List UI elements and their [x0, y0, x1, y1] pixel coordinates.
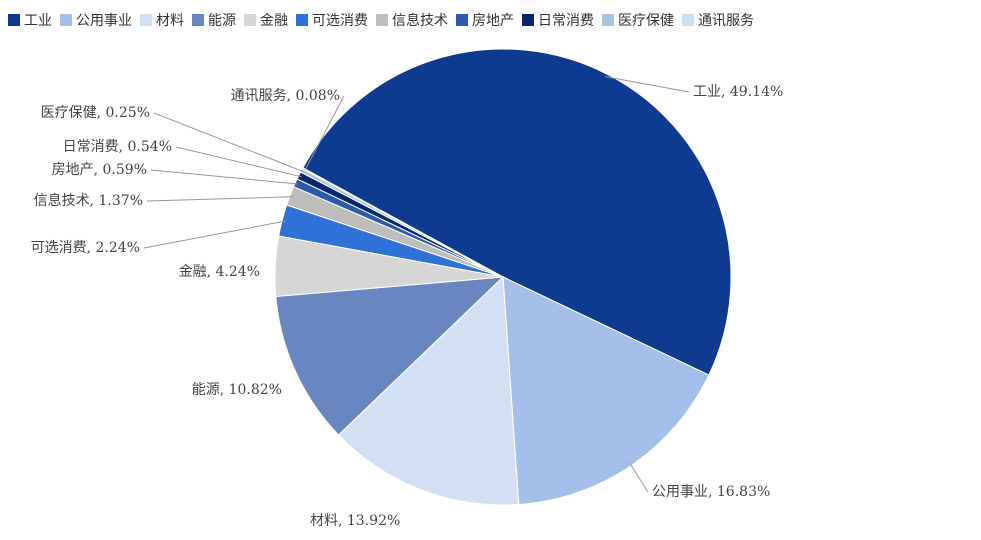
data-label: 医疗保健, 0.25% — [41, 105, 150, 121]
legend-label: 材料 — [156, 13, 184, 29]
leader-line — [146, 196, 293, 202]
leader-line — [153, 112, 305, 173]
legend-label: 公用事业 — [76, 13, 132, 29]
leader-line — [175, 146, 302, 178]
legend-label: 金融 — [260, 13, 288, 29]
data-label: 工业, 49.14% — [693, 84, 783, 100]
data-label: 能源, 10.82% — [192, 382, 282, 398]
leader-line — [629, 462, 649, 493]
data-label: 通讯服务, 0.08% — [231, 88, 340, 104]
legend-swatch — [140, 14, 152, 26]
pie-slice — [302, 48, 732, 376]
legend-label: 能源 — [208, 13, 236, 29]
data-label: 金融, 4.24% — [179, 264, 260, 280]
pie-slice — [337, 275, 520, 506]
legend-swatch — [296, 14, 308, 26]
data-label: 材料, 13.92% — [310, 513, 400, 529]
legend-label: 房地产 — [472, 13, 514, 29]
pie-slice — [275, 276, 505, 436]
leader-line — [605, 76, 690, 93]
legend-swatch — [8, 14, 20, 26]
legend-swatch — [456, 14, 468, 26]
legend-swatch — [192, 14, 204, 26]
legend-label: 日常消费 — [538, 13, 594, 29]
legend-swatch — [522, 14, 534, 26]
pie-slice — [301, 167, 504, 278]
legend-swatch — [376, 14, 388, 26]
data-label: 日常消费, 0.54% — [63, 139, 172, 155]
data-label: 可选消费, 2.24% — [31, 240, 140, 256]
legend-label: 工业 — [24, 13, 52, 29]
legend-swatch — [60, 14, 72, 26]
legend-label: 信息技术 — [392, 12, 448, 29]
legend-label: 可选消费 — [312, 13, 368, 29]
data-label: 信息技术, 1.37% — [34, 192, 143, 209]
legend-label: 医疗保健 — [618, 13, 674, 29]
legend-swatch — [244, 14, 256, 26]
leader-line — [150, 169, 299, 185]
data-label: 公用事业, 16.83% — [652, 484, 770, 500]
data-label: 房地产, 0.59% — [52, 162, 147, 178]
legend-swatch — [682, 14, 694, 26]
leader-line — [304, 95, 345, 171]
legend-label: 通讯服务 — [698, 13, 754, 29]
leader-line — [143, 220, 286, 249]
legend-swatch — [602, 14, 614, 26]
